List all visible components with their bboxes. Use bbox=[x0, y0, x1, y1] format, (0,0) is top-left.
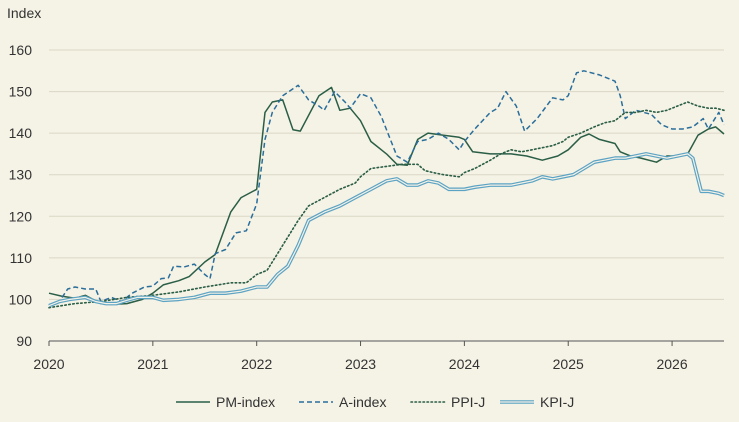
x-tick-label: 2025 bbox=[553, 356, 584, 372]
series-line-kpi-j-inner bbox=[48, 153, 725, 307]
legend-label-pm-index: PM-index bbox=[216, 394, 275, 410]
y-axis-tick-labels: 90 100 110 120 130 140 150 160 bbox=[9, 42, 33, 349]
legend-label-ppi-j: PPI-J bbox=[451, 394, 485, 410]
series-line-pm-index bbox=[48, 86, 725, 306]
y-tick-label: 110 bbox=[10, 250, 33, 266]
y-tick-label: 160 bbox=[9, 42, 33, 58]
legend-label-kpi-j: KPI-J bbox=[540, 394, 574, 410]
series-line-a-index bbox=[48, 70, 725, 307]
y-tick-label: 130 bbox=[9, 167, 33, 183]
x-tick-label: 2023 bbox=[345, 356, 376, 372]
series-line-kpi-j-outer bbox=[48, 152, 725, 308]
series-line-ppi-j bbox=[48, 101, 725, 309]
x-tick-label: 2020 bbox=[33, 356, 64, 372]
y-axis-unit-label: Index bbox=[7, 5, 41, 21]
gridlines bbox=[49, 49, 724, 300]
y-tick-label: 120 bbox=[9, 208, 33, 224]
x-axis-tick-labels: 2020 2021 2022 2023 2024 2025 2026 bbox=[33, 341, 688, 372]
legend-label-a-index: A-index bbox=[339, 394, 386, 410]
x-tick-label: 2024 bbox=[449, 356, 480, 372]
y-tick-label: 90 bbox=[16, 333, 32, 349]
y-tick-label: 100 bbox=[9, 291, 33, 307]
legend: PM-index A-index PPI-J KPI-J bbox=[176, 394, 574, 410]
y-tick-label: 150 bbox=[9, 84, 33, 100]
x-tick-label: 2022 bbox=[241, 356, 272, 372]
y-tick-label: 140 bbox=[9, 125, 33, 141]
series-lines bbox=[48, 70, 725, 309]
x-tick-label: 2026 bbox=[656, 356, 687, 372]
x-tick-label: 2021 bbox=[137, 356, 168, 372]
